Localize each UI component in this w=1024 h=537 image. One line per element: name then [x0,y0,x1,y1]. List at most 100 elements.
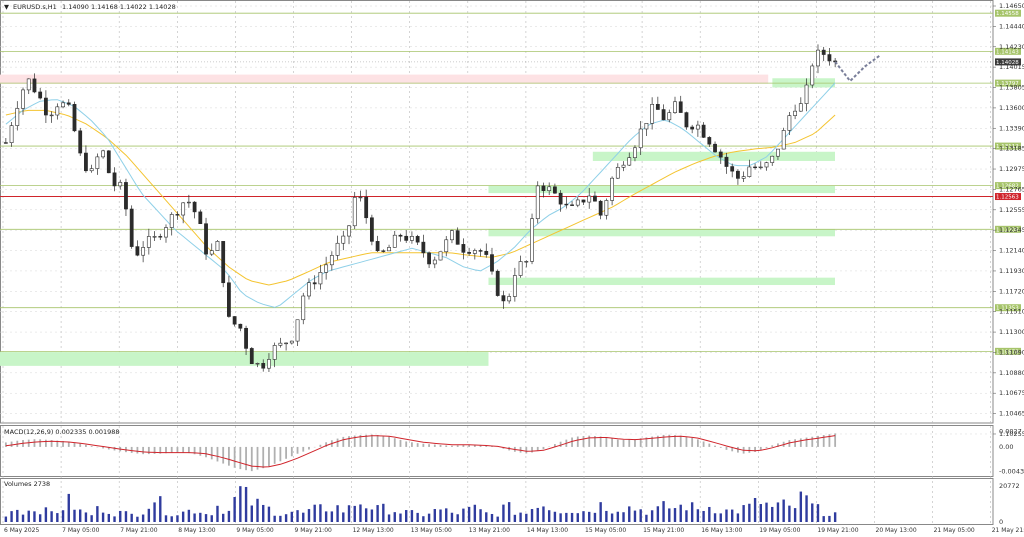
x-tick-label: 6 May 2025 [4,527,39,534]
volume-bars [4,486,837,522]
candle-body [124,182,128,210]
candle-body [455,230,460,245]
candle-body [95,156,100,169]
candle-body [232,316,237,325]
candle-body [307,282,311,297]
candle-body [244,327,248,349]
candle-body [753,166,757,169]
candle-body [587,195,592,203]
candle-body [690,126,695,130]
macd-series [4,433,837,472]
y-tick-label: 1.14015 [999,63,1024,71]
candle-body [261,362,266,369]
candle-body [564,203,569,206]
candle-body [169,214,174,228]
candle-body [118,182,123,187]
candle-body [432,259,437,265]
chart-title-icon: ▼ [4,3,9,11]
y-tick-label: 1.12140 [999,247,1024,255]
candle-body [518,261,523,276]
y-tick-label: 1.10255 [999,430,1024,438]
y-tick-label: 1.13185 [999,145,1024,153]
candle-body [78,130,83,154]
candle-body [249,348,254,365]
candle-body [804,84,809,104]
candle-body [101,150,105,158]
candle-body [507,296,512,302]
candle-body [410,236,414,241]
price-level-label: 1.13797 [996,81,1019,87]
candle-body [604,200,609,216]
candle-body [695,124,700,130]
candle-body [741,176,746,179]
price-level-badge [995,182,1021,190]
price-level-badge [995,9,1021,17]
candle-body [415,236,420,243]
x-tick-label: 20 May 13:00 [876,527,917,534]
y-tick-label: 1.11090 [999,348,1024,356]
candle-body [610,177,614,201]
price-level-label: 1.13112 [996,144,1019,150]
candle-body [472,250,477,254]
candle-body [267,359,271,369]
x-tick-label: 13 May 05:00 [411,527,452,534]
price-level-badge [995,347,1021,355]
candle-body [32,78,37,93]
candle-body [347,225,351,237]
price-level-label: 1.14558 [996,11,1019,17]
candle-body [650,104,655,124]
y-tick-label: 1.13390 [999,124,1024,132]
price-level-label: 1.14143 [996,49,1019,55]
x-tick-label: 8 May 13:00 [178,527,216,534]
forecast-line [834,54,881,83]
grid [0,1,993,524]
candle-body [152,236,157,238]
y-tick-label: 1.10880 [999,369,1024,377]
candle-body [490,254,494,272]
candle-body [272,345,277,360]
price-level-label: 1.12682 [996,184,1019,190]
candle-body [66,102,71,105]
candle-body [278,342,283,346]
candle-body [461,244,466,253]
zone-rect [0,74,769,84]
y-tick-label: 1.13600 [999,104,1024,112]
x-tick-label: 16 May 13:00 [701,527,742,534]
zone-rect [0,352,489,366]
candle-body [146,236,151,248]
price-level-badge [995,304,1021,312]
macd-signal-line [5,435,836,468]
candle-body [209,250,214,255]
candle-body [730,166,735,172]
candle-body [186,201,191,204]
candle-body [55,106,60,116]
candle-body [255,362,260,365]
x-tick-label: 9 May 21:00 [295,527,333,534]
candle-body [84,152,88,172]
candle-body [615,166,620,179]
candle-body [713,143,717,153]
price-levels: 1.14558 1.14143 1.13797 1.13112 1.12682 1.125… [0,9,1021,355]
candle-body [558,192,563,205]
x-tick-label: 14 May 13:00 [527,527,568,534]
candle-body [324,264,329,273]
candle-body [467,252,472,254]
candle-body [758,166,763,169]
macd-tick-label: -0.004358 [999,468,1024,476]
candle-body [89,168,94,172]
candle-body [621,164,626,168]
candle-body [816,49,820,67]
candle-body [781,130,786,150]
x-tick-label: 7 May 05:00 [62,527,100,534]
candle-body [661,109,666,121]
candle-body [495,270,500,296]
candle-body [289,340,294,344]
zone-rect [488,228,835,237]
candle-body [15,108,20,126]
candle-body [644,123,649,130]
ma-fast-line [5,82,836,308]
x-tick-label: 15 May 21:00 [643,527,684,534]
symbol-label: EURUSD.s,H1 [13,3,57,11]
candle-body [26,78,31,91]
